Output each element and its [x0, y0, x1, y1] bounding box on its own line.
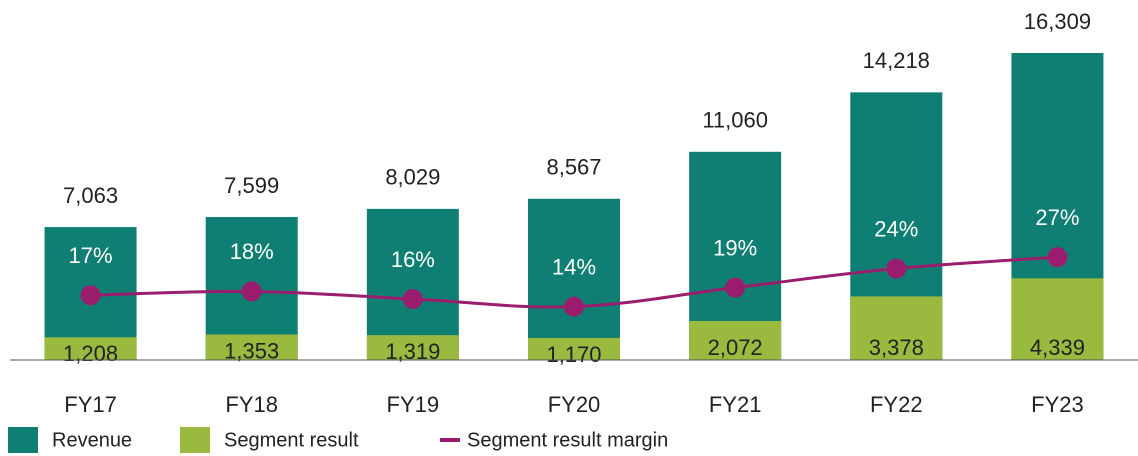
bar — [689, 320, 782, 360]
value-label: 7,063 — [63, 183, 118, 208]
x-tick-label: FY21 — [709, 392, 762, 417]
value-label: 8,567 — [546, 155, 601, 180]
legend-label: Segment result margin — [467, 429, 668, 451]
bar — [366, 335, 459, 360]
value-label: 4,339 — [1030, 335, 1085, 360]
value-label: 27% — [1035, 205, 1079, 230]
bar — [44, 337, 137, 360]
bar — [205, 334, 298, 360]
value-label: 3,378 — [869, 335, 924, 360]
x-tick-label: FY22 — [870, 392, 923, 417]
value-label: 17% — [69, 243, 113, 268]
value-label: 16% — [391, 247, 435, 272]
x-tick-label: FY20 — [548, 392, 601, 417]
bar — [366, 208, 459, 360]
x-tick-label: FY19 — [387, 392, 440, 417]
line-point — [1047, 247, 1068, 268]
value-label: 1,208 — [63, 341, 118, 366]
value-label: 24% — [874, 216, 918, 241]
value-label: 1,170 — [546, 342, 601, 367]
line-point — [402, 289, 423, 310]
value-label: 7,599 — [224, 173, 279, 198]
line-point — [725, 277, 746, 298]
value-label: 18% — [230, 239, 274, 264]
value-label: 2,072 — [708, 335, 763, 360]
x-tick-label: FY17 — [64, 392, 117, 417]
bar — [850, 296, 943, 360]
value-label: 14% — [552, 254, 596, 279]
value-label: 8,029 — [385, 165, 440, 190]
value-label: 11,060 — [702, 108, 768, 133]
line-point — [564, 296, 584, 317]
value-label: 16,309 — [1024, 9, 1091, 34]
value-label: 19% — [713, 235, 757, 260]
legend-label: Segment result — [224, 429, 359, 451]
value-label: 1,353 — [224, 338, 279, 363]
bar — [528, 337, 620, 360]
bar — [528, 198, 620, 360]
legend-swatch — [8, 427, 38, 453]
x-tick-label: FY18 — [225, 392, 278, 417]
value-label: 14,218 — [863, 48, 930, 73]
line-point — [886, 258, 907, 279]
legend-label: Revenue — [52, 429, 132, 451]
x-tick-label: FY23 — [1031, 392, 1084, 417]
line-point — [80, 285, 101, 306]
bar — [1011, 278, 1104, 360]
line-point — [241, 281, 262, 302]
legend-swatch — [180, 427, 210, 453]
